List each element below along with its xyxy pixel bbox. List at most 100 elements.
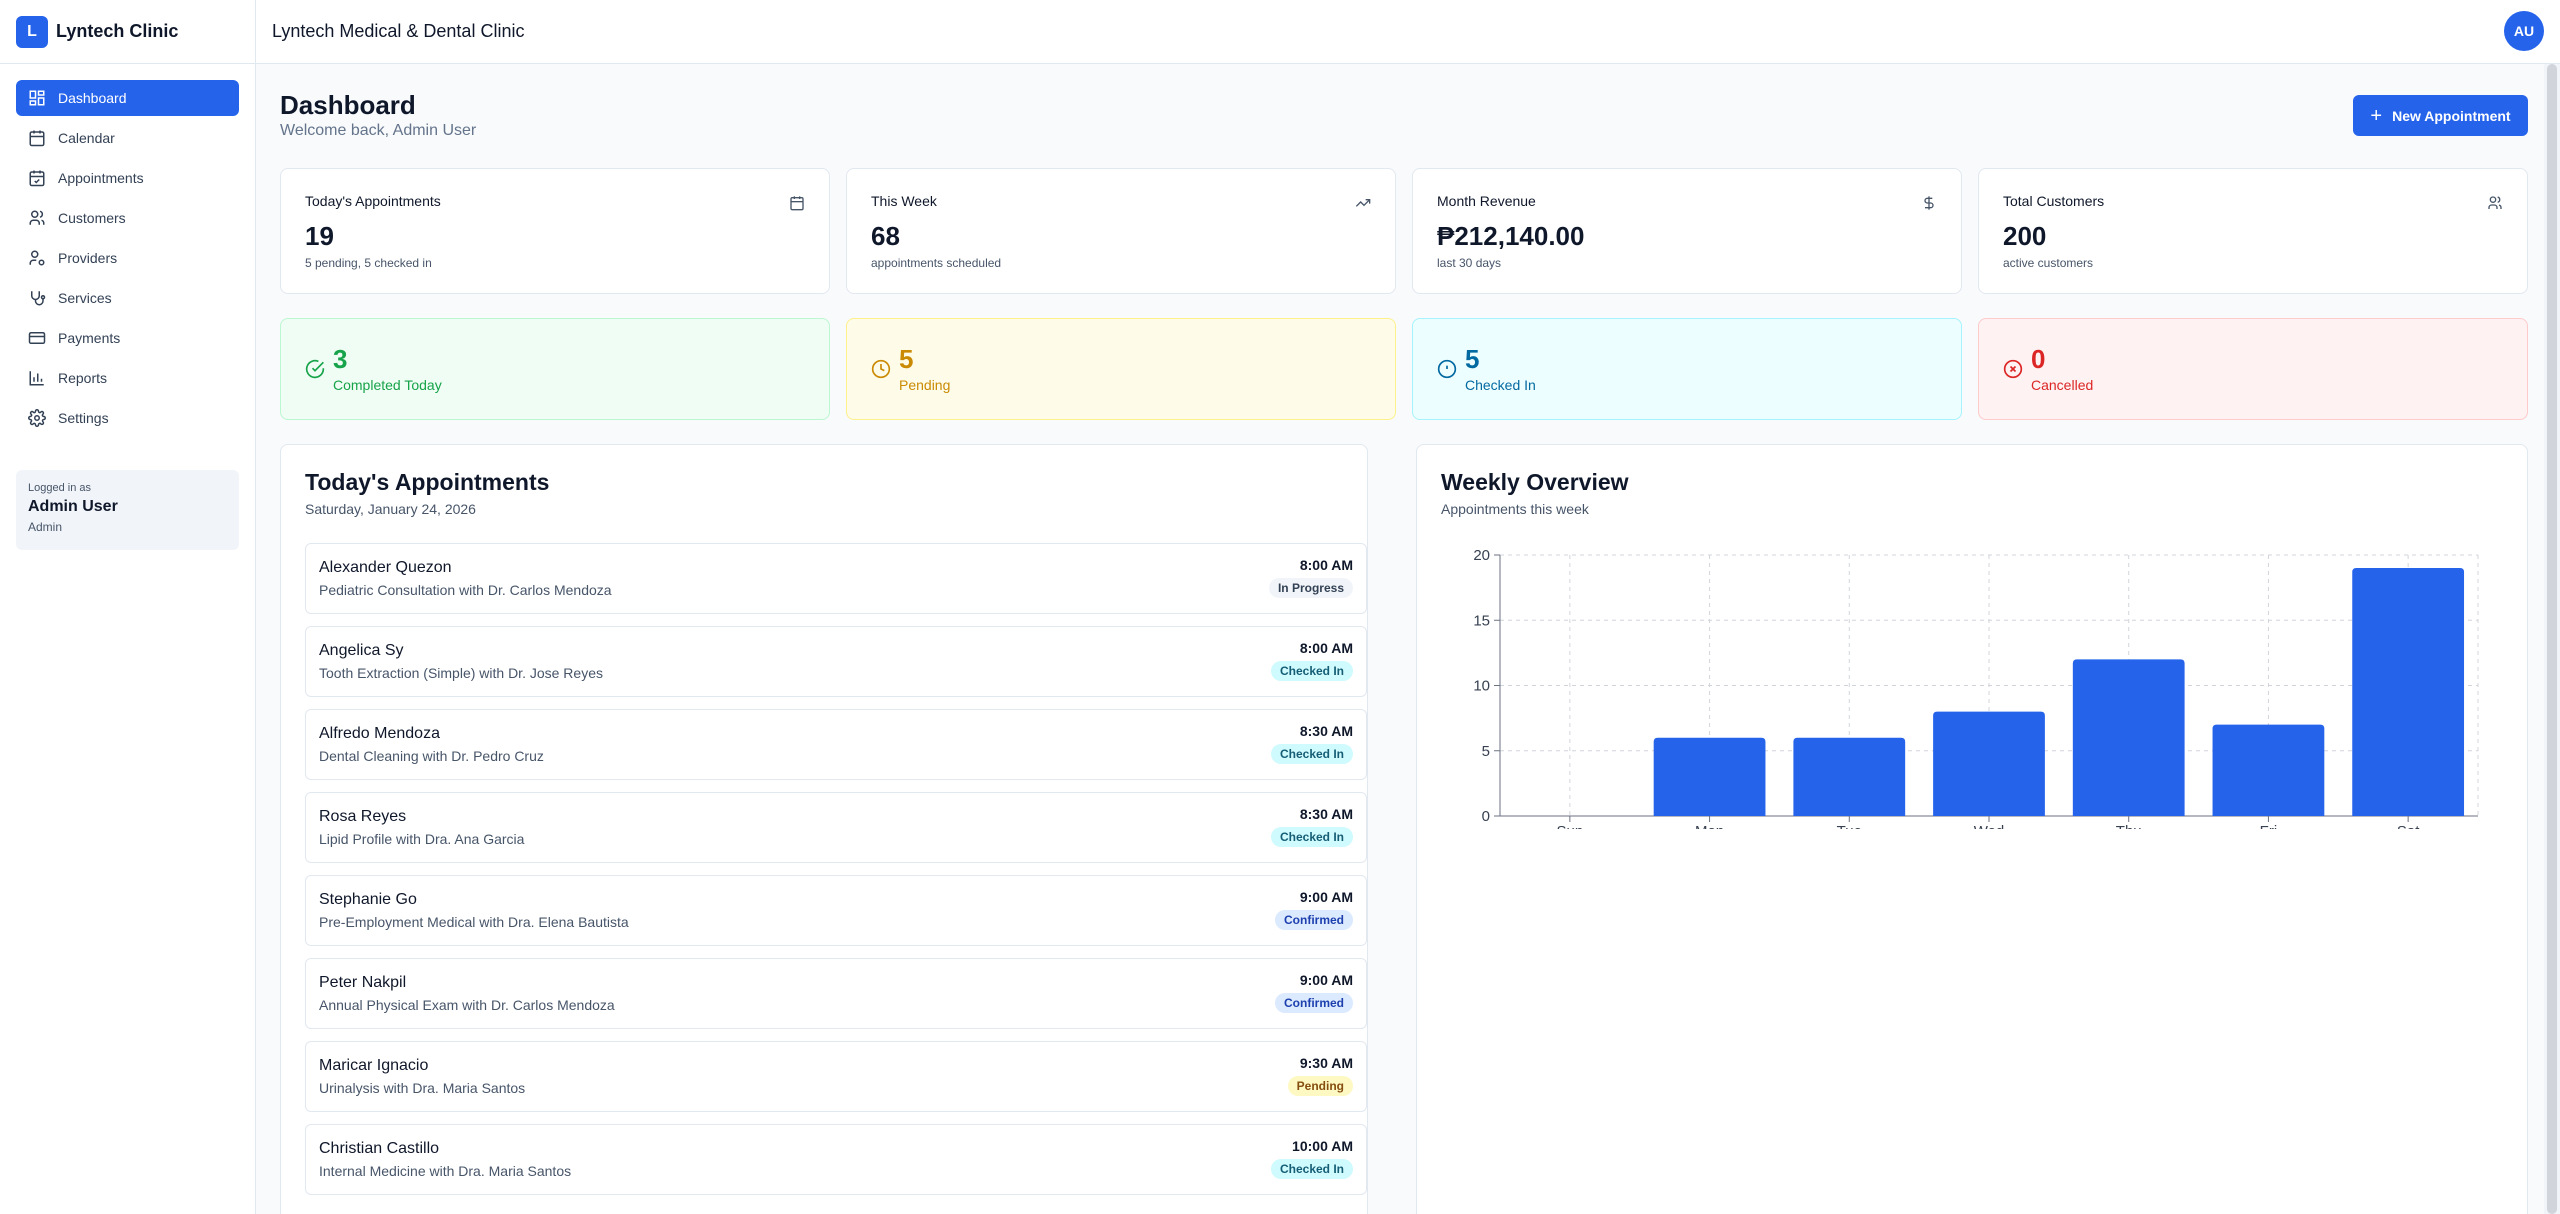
bar-sat[interactable] bbox=[2352, 568, 2465, 816]
sidebar-item-reports[interactable]: Reports bbox=[16, 360, 239, 396]
x-tick-label: Sun bbox=[1557, 823, 1584, 829]
appointment-description: Internal Medicine with Dra. Maria Santos bbox=[319, 1163, 572, 1179]
x-tick-label: Mon bbox=[1695, 823, 1724, 829]
trending-up-icon bbox=[1355, 199, 1371, 207]
patient-name: Maricar Ignacio bbox=[319, 1057, 429, 1074]
appointment-row[interactable]: Maricar Ignacio Urinalysis with Dra. Mari… bbox=[305, 1041, 1367, 1112]
status-badge: Checked In bbox=[1270, 1159, 1353, 1179]
stats-row: Today's Appointments 19 5 pending, 5 che… bbox=[280, 168, 2528, 294]
logged-in-name: Admin User bbox=[28, 498, 118, 515]
panel-subtitle: Appointments this week bbox=[1441, 501, 1589, 517]
appointment-row[interactable]: Christian Castillo Internal Medicine with… bbox=[305, 1124, 1367, 1195]
status-value: 5 bbox=[899, 344, 914, 374]
sidebar-item-providers[interactable]: Providers bbox=[16, 240, 239, 276]
appointment-row[interactable]: Peter Nakpil Annual Physical Exam with Dr… bbox=[305, 958, 1367, 1029]
users-icon bbox=[29, 210, 45, 225]
bar-chart-icon bbox=[29, 371, 44, 386]
dollar-icon bbox=[1924, 196, 1934, 210]
x-circle-icon bbox=[2003, 359, 2023, 379]
stat-title: Total Customers bbox=[2003, 193, 2105, 209]
stat-desc: appointments scheduled bbox=[871, 256, 1002, 270]
appointment-description: Dental Cleaning with Dr. Pedro Cruz bbox=[319, 748, 544, 764]
logged-in-user-card: Logged in as Admin User Admin bbox=[16, 470, 239, 550]
sidebar: L Lyntech Clinic Dashboard Calendar Appo… bbox=[0, 0, 256, 1214]
appointment-row[interactable]: Alexander Quezon Pediatric Consultation w… bbox=[305, 543, 1367, 614]
status-pending: 5 Pending bbox=[846, 318, 1396, 420]
brand[interactable]: L Lyntech Clinic bbox=[0, 0, 255, 64]
bar-thu[interactable] bbox=[2072, 659, 2185, 816]
main-scrollbar[interactable] bbox=[2544, 64, 2560, 1214]
y-tick-label: 5 bbox=[1482, 743, 1490, 760]
weekly-overview-panel: Weekly Overview Appointments this week 0… bbox=[1416, 444, 2528, 1214]
stat-card-today: Today's Appointments 19 5 pending, 5 che… bbox=[280, 168, 830, 294]
stat-value: 68 bbox=[871, 221, 900, 251]
appointment-description: Pediatric Consultation with Dr. Carlos M… bbox=[319, 582, 612, 598]
appointment-time: 9:00 AM bbox=[1299, 889, 1353, 905]
appointment-time: 8:00 AM bbox=[1299, 557, 1353, 573]
status-cancelled: 0 Cancelled bbox=[1978, 318, 2528, 420]
sidebar-nav: Dashboard Calendar Appointments Customer… bbox=[0, 64, 255, 456]
appointment-time: 10:00 AM bbox=[1292, 1138, 1353, 1154]
appointment-row[interactable]: Alfredo Mendoza Dental Cleaning with Dr. … bbox=[305, 709, 1367, 780]
panel-date: Saturday, January 24, 2026 bbox=[305, 501, 476, 517]
new-appointment-button[interactable]: + New Appointment bbox=[2353, 95, 2528, 136]
appointment-row[interactable]: Rosa Reyes Lipid Profile with Dra. Ana Ga… bbox=[305, 792, 1367, 863]
stat-desc: active customers bbox=[2003, 256, 2094, 270]
sidebar-item-customers[interactable]: Customers bbox=[16, 200, 239, 236]
scrollbar-thumb[interactable] bbox=[2547, 64, 2557, 1214]
appointment-description: Urinalysis with Dra. Maria Santos bbox=[319, 1080, 526, 1096]
brand-name: Lyntech Clinic bbox=[56, 21, 179, 41]
sidebar-item-label: Settings bbox=[58, 410, 109, 426]
sidebar-item-appointments[interactable]: Appointments bbox=[16, 160, 239, 196]
brand-logo: L bbox=[16, 15, 48, 48]
sidebar-item-payments[interactable]: Payments bbox=[16, 320, 239, 356]
x-tick-label: Sat bbox=[2397, 823, 2420, 829]
y-tick-label: 0 bbox=[1482, 808, 1490, 825]
stat-title: This Week bbox=[871, 193, 937, 209]
bar-wed[interactable] bbox=[1933, 711, 2045, 816]
appointment-time: 8:00 AM bbox=[1299, 640, 1353, 656]
page-title: Dashboard bbox=[280, 90, 416, 120]
appointment-row[interactable]: Angelica Sy Tooth Extraction (Simple) wit… bbox=[305, 626, 1367, 697]
status-row: 3 Completed Today 5 Pending 5 Checked In… bbox=[280, 318, 2528, 420]
patient-name: Rosa Reyes bbox=[319, 808, 407, 825]
stat-desc: last 30 days bbox=[1437, 256, 1502, 270]
status-value: 0 bbox=[2031, 344, 2046, 374]
status-checked-in: 5 Checked In bbox=[1412, 318, 1962, 420]
appointment-description: Lipid Profile with Dra. Ana Garcia bbox=[319, 831, 525, 847]
sidebar-item-label: Dashboard bbox=[58, 90, 127, 106]
stat-card-week: This Week 68 appointments scheduled bbox=[846, 168, 1396, 294]
appointment-time: 8:30 AM bbox=[1299, 723, 1353, 739]
panel-title: Weekly Overview bbox=[1441, 469, 1629, 495]
stat-desc: 5 pending, 5 checked in bbox=[305, 256, 432, 270]
bar-mon[interactable] bbox=[1653, 737, 1766, 816]
sidebar-item-settings[interactable]: Settings bbox=[16, 400, 239, 436]
appointment-description: Annual Physical Exam with Dr. Carlos Men… bbox=[319, 997, 615, 1013]
dashboard-icon bbox=[29, 90, 45, 106]
clock-icon bbox=[871, 359, 891, 379]
patient-name: Peter Nakpil bbox=[319, 974, 407, 991]
weekly-bar-chart: 0 5 10 15 20 Sun Mon Tue Wed Thu Fri Sat bbox=[1473, 547, 2479, 829]
x-tick-label: Thu bbox=[2116, 823, 2142, 829]
sidebar-item-label: Payments bbox=[58, 330, 121, 346]
sidebar-item-dashboard[interactable]: Dashboard bbox=[16, 80, 239, 116]
status-label: Cancelled bbox=[2031, 377, 2094, 393]
calendar-icon bbox=[790, 196, 804, 211]
patient-name: Alexander Quezon bbox=[319, 559, 452, 576]
patient-name: Alfredo Mendoza bbox=[319, 725, 440, 742]
bar-fri[interactable] bbox=[2212, 724, 2325, 816]
appointment-row[interactable]: Stephanie Go Pre-Employment Medical with … bbox=[305, 875, 1367, 946]
user-cog-icon bbox=[29, 250, 45, 266]
avatar[interactable]: AU bbox=[2504, 11, 2544, 51]
calendar-icon bbox=[29, 130, 45, 147]
stat-card-revenue: Month Revenue ₱212,140.00 last 30 days bbox=[1412, 168, 1962, 294]
users-icon bbox=[2488, 196, 2502, 209]
sidebar-item-calendar[interactable]: Calendar bbox=[16, 120, 239, 156]
stat-title: Month Revenue bbox=[1437, 193, 1536, 209]
clinic-title: Lyntech Medical & Dental Clinic bbox=[272, 21, 525, 41]
bar-tue[interactable] bbox=[1793, 737, 1906, 816]
y-tick-label: 10 bbox=[1473, 678, 1490, 695]
sidebar-item-label: Appointments bbox=[58, 170, 144, 186]
sidebar-item-services[interactable]: Services bbox=[16, 280, 239, 316]
credit-card-icon bbox=[28, 332, 46, 344]
